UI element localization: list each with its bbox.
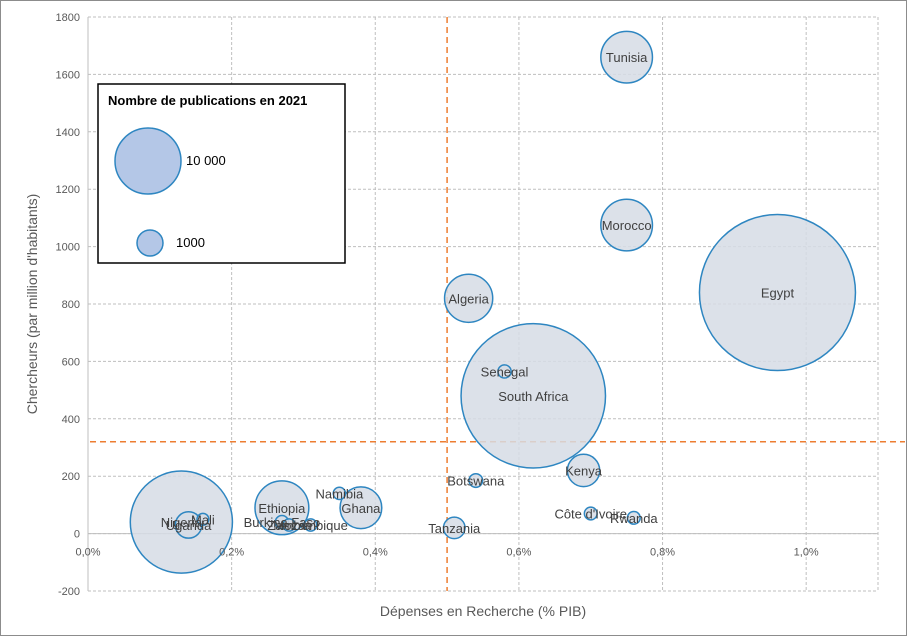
bubble-c-te-d-ivoire [583,506,598,521]
y-tick-label: 1600 [56,69,80,81]
y-tick-label: 0 [74,529,80,541]
label-ethiopia: Ethiopia [258,501,306,516]
bubble-namibia [332,486,347,501]
label-nigeria: Nigeria [161,515,203,530]
x-tick-label: 0,8% [650,547,675,559]
x-tick-label: 1,0% [794,547,819,559]
bubble-senegal [497,364,512,379]
y-axis-title: Chercheurs (par million d'habitants) [24,194,40,415]
reference-lines [90,17,905,591]
x-tick-label: 0,2% [219,547,244,559]
label-c-te-d-ivoire: Côte d'Ivoire [554,507,627,522]
label-tanzania: Tanzania [428,521,481,536]
x-tick-label: 0,4% [363,547,388,559]
legend: Nombre de publications en 2021 10 000 100… [97,83,346,264]
y-tick-label: 1000 [56,242,80,254]
tick-labels: -200 0 200 400 600 800 1000 1200 1400 1600 1800 0,0… [56,12,819,598]
bubble-zambia [282,518,296,532]
label-south-africa: South Africa [498,389,569,404]
bubble-egypt [698,213,857,372]
y-tick-label: 1200 [56,184,80,196]
y-tick-label: 400 [62,414,80,426]
bubble-mali [196,512,210,526]
legend-bubble [136,229,164,257]
label-algeria: Algeria [448,291,489,306]
y-tick-label: -200 [58,586,80,598]
label-mozambique: Mozambique [273,518,347,533]
bubble-kenya [566,453,601,488]
bubble-ghana [339,486,383,530]
y-tick-label: 1400 [56,127,80,139]
bubble-rwanda [626,510,641,525]
bubble-ethiopia [254,480,310,536]
label-tunisia: Tunisia [606,50,648,65]
label-burkina-faso: Burkina Faso [244,515,321,530]
bubble-botswana [468,472,484,489]
label-uganda: Uganda [166,518,212,533]
y-tick-label: 200 [62,471,80,483]
x-tick-label: 0,6% [506,547,531,559]
y-tick-label: 800 [62,299,80,311]
legend-bubble [114,127,182,195]
legend-title: Nombre de publications en 2021 [108,93,307,108]
label-rwanda: Rwanda [610,511,658,526]
label-ghana: Ghana [341,501,381,516]
bubble-tunisia [600,30,654,84]
bubbles [129,30,857,574]
label-morocco: Morocco [602,218,652,233]
bubble-tanzania [442,516,466,540]
legend-entries: 10 000 1000 [114,127,226,257]
legend-entry-label: 10 000 [186,153,226,168]
y-tick-label: 1800 [56,12,80,24]
bubble-algeria [443,273,494,324]
label-kenya: Kenya [565,463,603,478]
label-botswana: Botswana [447,474,505,489]
legend-entry-label: 1000 [176,235,205,250]
y-tick-label: 600 [62,356,80,368]
label-egypt: Egypt [761,286,795,301]
label-mali: Mali [191,512,215,527]
x-axis-title: Dépenses en Recherche (% PIB) [380,603,586,619]
label-namibia: Namibia [316,486,364,501]
label-zambia: Zambia [267,518,311,533]
bubble-south-africa [460,322,607,469]
bubble-labels: Tunisia Morocco Egypt Algeria South Africa Se… [161,50,795,536]
x-tick-label: 0,0% [75,547,100,559]
bubble-mozambique [303,518,318,532]
bubble-morocco [600,198,654,252]
label-senegal: Senegal [481,364,529,379]
